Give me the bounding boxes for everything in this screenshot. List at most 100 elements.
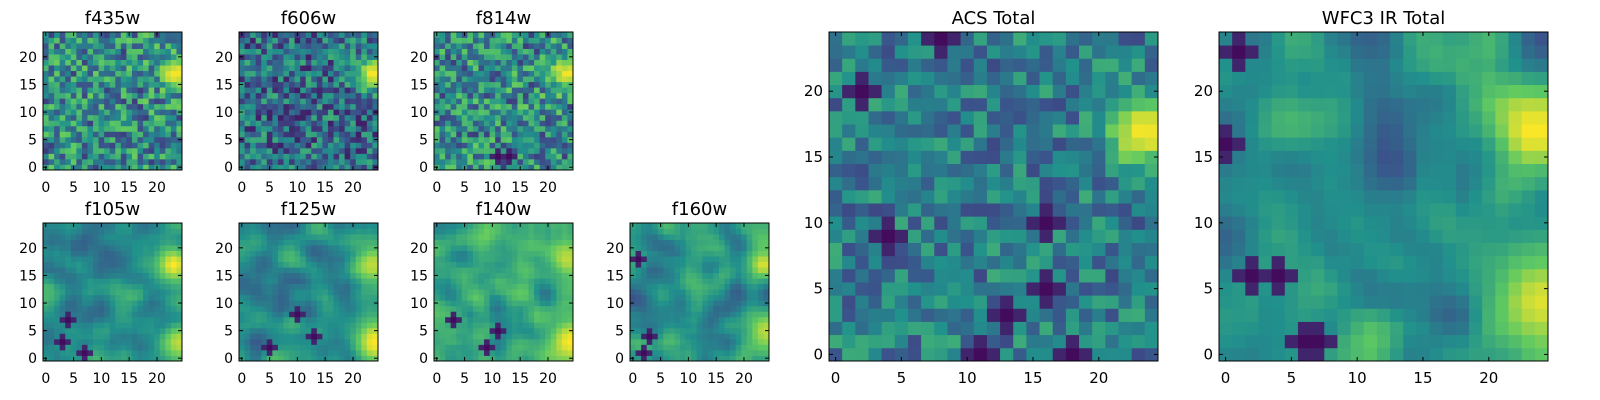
heatmap-cell <box>87 164 94 171</box>
heatmap-cell <box>294 327 301 334</box>
heatmap-cell <box>685 261 692 268</box>
heatmap-cell <box>461 65 468 72</box>
heatmap-cell <box>355 81 362 88</box>
heatmap-cell <box>322 103 329 110</box>
heatmap-cell <box>87 300 94 307</box>
heatmap-cell <box>81 228 88 235</box>
heatmap-cell <box>522 32 529 38</box>
heatmap-cell <box>59 59 66 66</box>
heatmap-cell <box>165 114 172 121</box>
heatmap-cell <box>663 294 670 301</box>
heatmap-cell <box>137 153 144 160</box>
heatmap-cell <box>289 283 295 290</box>
heatmap-cell <box>495 114 502 121</box>
heatmap-cell <box>350 333 357 340</box>
heatmap-cell <box>1092 176 1106 191</box>
axes-frame <box>238 222 379 362</box>
heatmap-cell <box>70 239 77 246</box>
heatmap-cell <box>663 239 670 246</box>
heatmap-cell <box>467 256 474 263</box>
heatmap-cell <box>467 70 474 77</box>
heatmap-cell <box>522 131 529 138</box>
heatmap-cell <box>176 344 183 351</box>
heatmap-cell <box>718 228 725 235</box>
heatmap-cell <box>159 48 166 55</box>
heatmap-cell <box>159 294 166 301</box>
heatmap-cell <box>294 87 301 94</box>
heatmap-cell <box>635 333 642 340</box>
heatmap-cell <box>534 245 541 251</box>
heatmap-cell <box>450 136 457 143</box>
heatmap-cell <box>707 278 714 285</box>
y-tick-label: 5 <box>615 324 624 340</box>
heatmap-cell <box>339 142 346 149</box>
heatmap-cell <box>154 136 161 143</box>
heatmap-cell <box>522 278 529 285</box>
heatmap-cell <box>277 261 284 268</box>
heatmap-cell <box>478 250 485 257</box>
heatmap-cell <box>478 54 485 60</box>
heatmap-cell <box>528 125 535 132</box>
heatmap-cell <box>76 142 83 149</box>
heatmap-cell <box>434 344 440 351</box>
heatmap-cell <box>81 311 88 318</box>
heatmap-cell <box>350 43 357 49</box>
heatmap-cell <box>372 349 379 356</box>
heatmap-cell <box>143 349 150 356</box>
heatmap-cell <box>316 316 323 323</box>
heatmap-cell <box>250 250 257 257</box>
heatmap-cell <box>148 136 155 143</box>
heatmap-cell <box>131 37 138 44</box>
heatmap-cell <box>143 147 150 154</box>
heatmap-cell <box>561 223 568 229</box>
heatmap-cell <box>467 158 474 165</box>
heatmap-cell <box>266 300 273 307</box>
heatmap-cell <box>522 59 529 66</box>
heatmap-cell <box>445 43 452 49</box>
heatmap-cell <box>707 349 714 356</box>
heatmap-cell <box>137 142 144 149</box>
heatmap-cell <box>272 261 279 268</box>
heatmap-cell <box>439 223 446 229</box>
heatmap-cell <box>109 256 116 263</box>
heatmap-cell <box>115 48 122 55</box>
heatmap-cell <box>355 103 362 110</box>
heatmap-cell <box>713 272 720 279</box>
heatmap-cell <box>484 355 490 362</box>
heatmap-cell <box>159 228 166 235</box>
heatmap-cell <box>294 65 301 72</box>
heatmap-cell <box>724 267 731 274</box>
heatmap-cell <box>1079 242 1093 257</box>
heatmap-cell <box>934 321 948 336</box>
heatmap-cell <box>316 87 323 94</box>
heatmap-cell <box>757 344 764 351</box>
heatmap-cell <box>255 120 262 127</box>
heatmap-cell <box>255 294 262 301</box>
heatmap-cell <box>70 136 77 143</box>
heatmap-cell <box>143 261 150 268</box>
heatmap-cell <box>741 338 748 345</box>
heatmap-cell <box>567 37 574 44</box>
heatmap-cell <box>735 333 742 340</box>
heatmap-cell <box>165 65 172 72</box>
heatmap-cell <box>98 311 105 318</box>
heatmap-cell <box>1039 203 1054 217</box>
heatmap-cell <box>829 216 843 230</box>
heatmap-cell <box>350 125 357 132</box>
heatmap-cell <box>506 131 513 138</box>
heatmap-cell <box>250 43 257 49</box>
heatmap-cell <box>1039 242 1054 257</box>
heatmap-cell <box>104 87 111 94</box>
heatmap-cell <box>366 153 373 160</box>
heatmap-cell <box>467 245 474 251</box>
axes-frame <box>238 31 379 171</box>
heatmap-cell <box>277 136 284 143</box>
heatmap-cell <box>322 142 329 149</box>
heatmap-cell <box>109 250 116 257</box>
heatmap-cell <box>76 98 83 105</box>
heatmap-cell <box>277 316 284 323</box>
heatmap-cell <box>495 43 502 49</box>
heatmap-cell <box>120 37 127 44</box>
heatmap-cell <box>355 109 362 116</box>
heatmap-cell <box>165 92 172 99</box>
